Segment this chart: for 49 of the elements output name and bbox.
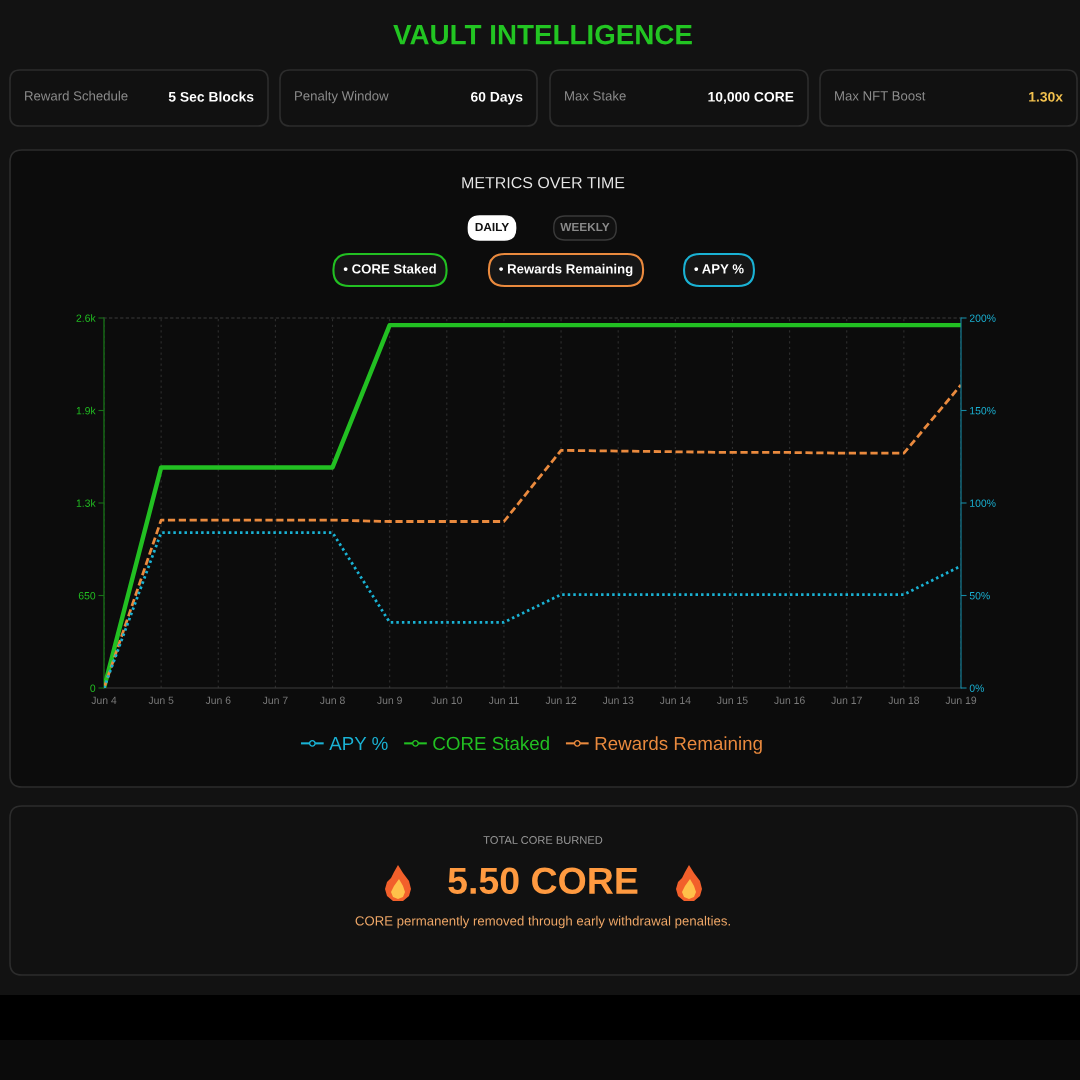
text: WEEKLY bbox=[560, 222, 610, 232]
x-tick-label: Jun 15 bbox=[716, 696, 748, 704]
x-tick-label: Jun 12 bbox=[545, 696, 577, 704]
y2-tick-label: 150% bbox=[970, 407, 996, 415]
text: DAILY bbox=[475, 222, 509, 232]
y-tick-label: 1.3k bbox=[76, 499, 96, 507]
x-tick-label: Jun 7 bbox=[262, 696, 288, 704]
text: TOTAL CORE BURNED bbox=[483, 836, 603, 844]
y-tick-label: 1.9k bbox=[76, 406, 96, 415]
y-tick-label: 650 bbox=[78, 592, 96, 600]
x-tick-label: Jun 5 bbox=[148, 696, 174, 704]
x-tick-label: Jun 13 bbox=[602, 696, 634, 704]
text: 1.30x bbox=[1029, 91, 1063, 102]
text: Penalty Window bbox=[295, 90, 389, 104]
chart-title: METRICS OVER TIME bbox=[462, 176, 625, 189]
text: Max NFT Boost bbox=[835, 91, 926, 101]
legend-label: Rewards Remaining bbox=[595, 736, 762, 754]
text: • APY % bbox=[694, 264, 744, 274]
x-tick-label: Jun 4 bbox=[91, 696, 117, 704]
y-tick-label: 2.6k bbox=[76, 314, 96, 322]
x-tick-label: Jun 6 bbox=[205, 696, 231, 704]
x-tick-label: Jun 10 bbox=[431, 696, 463, 704]
line-series bbox=[104, 531, 961, 688]
text: Max Stake bbox=[565, 90, 626, 101]
legend-label: CORE Staked bbox=[433, 736, 549, 751]
x-tick-label: Jun 8 bbox=[319, 696, 345, 704]
x-tick-label: Jun 9 bbox=[377, 696, 402, 704]
text: CORE permanently removed through early withdrawal penalties. bbox=[355, 915, 730, 929]
x-tick-label: Jun 14 bbox=[659, 696, 691, 704]
x-tick-label: Jun 17 bbox=[831, 696, 862, 704]
x-tick-label: Jun 11 bbox=[488, 696, 519, 704]
x-tick-label: Jun 16 bbox=[774, 696, 805, 704]
y2-tick-label: 50% bbox=[969, 592, 990, 600]
text: Reward Schedule bbox=[25, 90, 128, 101]
x-tick-label: Jun 18 bbox=[888, 696, 920, 704]
text: 5 Sec Blocks bbox=[168, 91, 254, 102]
legend-label: APY % bbox=[329, 736, 388, 751]
text: 10,000 CORE bbox=[708, 91, 794, 104]
text: 5.50 CORE bbox=[448, 867, 638, 895]
y2-tick-label: 100% bbox=[970, 499, 996, 507]
text: • Rewards Remaining bbox=[499, 263, 633, 277]
line-series bbox=[104, 383, 961, 688]
y2-tick-label: 200% bbox=[969, 314, 996, 322]
x-tick-label: Jun 19 bbox=[945, 696, 977, 704]
text: • CORE Staked bbox=[343, 263, 436, 274]
y2-tick-label: 0% bbox=[969, 684, 985, 692]
text: VAULT INTELLIGENCE bbox=[393, 24, 692, 45]
text: 60 Days bbox=[471, 91, 523, 105]
y-tick-label: 0 bbox=[90, 684, 96, 692]
